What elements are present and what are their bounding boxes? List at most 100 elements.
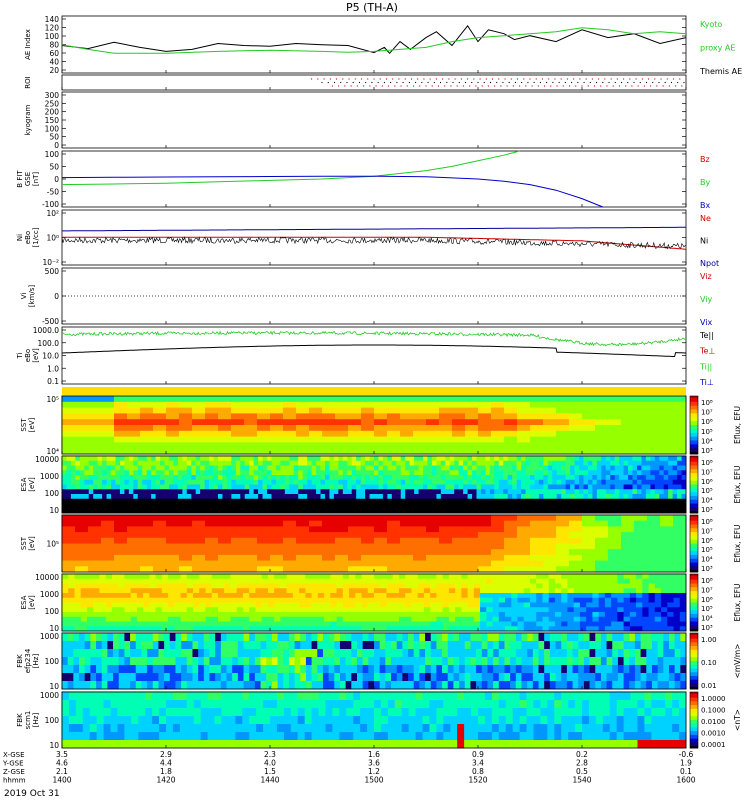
spectrogram-cell [244, 566, 257, 572]
spectrogram-cell [655, 603, 662, 608]
spectrogram-cell [530, 521, 543, 527]
spectrogram-cell [88, 538, 101, 544]
spectrogram-cell [107, 504, 112, 509]
spectrogram-cell [79, 673, 85, 681]
spectrogram-cell [254, 485, 259, 490]
spectrogram-cell [129, 461, 134, 466]
spectrogram-cell [68, 649, 74, 657]
spectrogram-cell [238, 657, 244, 665]
spectrogram-cell [401, 499, 406, 504]
y-tick-label: 50 [49, 163, 59, 172]
spectrogram-cell [521, 475, 526, 480]
spectrogram-cell [524, 612, 531, 617]
spectrogram-cell [439, 431, 452, 437]
spectrogram-cell [271, 461, 276, 466]
spectrogram-cell [374, 588, 381, 593]
spectrogram-cell [156, 593, 163, 598]
spectrogram-cell [365, 485, 370, 490]
spectrogram-cell [71, 461, 76, 466]
spectrogram-cell [380, 657, 386, 665]
spectrogram-cell [296, 566, 309, 572]
spectrogram-cell [588, 456, 593, 461]
spectrogram-cell [283, 437, 296, 443]
spectrogram-cell [450, 494, 455, 499]
spectrogram-cell [182, 504, 187, 509]
spectrogram-cell [569, 561, 582, 567]
spectrogram-cell [543, 475, 548, 480]
roi-point [494, 85, 495, 86]
spectrogram-cell [168, 617, 175, 622]
spectrogram-cell [87, 593, 94, 598]
spectrogram-cell [419, 681, 425, 689]
spectrogram-cell [555, 593, 562, 598]
spectrogram-cell [160, 456, 165, 461]
spectrogram-cell [244, 633, 250, 641]
spectrogram-cell [599, 612, 606, 617]
spectrogram-cell [601, 456, 606, 461]
spectrogram-cell [312, 504, 317, 509]
spectrogram-cell [334, 461, 339, 466]
spectrogram-cell [621, 532, 634, 538]
spectrogram-cell [521, 456, 526, 461]
spectrogram-cell [129, 466, 134, 471]
spectrogram-cell [87, 584, 94, 589]
spectrogram-cell [254, 480, 259, 485]
spectrogram-cell [667, 622, 674, 627]
spectrogram-cell [114, 538, 127, 544]
y-axis-label: [eV] [28, 477, 36, 492]
spectrogram-cell [436, 598, 443, 603]
spectrogram-cell [73, 665, 79, 673]
spectrogram-cell [635, 665, 641, 673]
spectrogram-cell [293, 584, 300, 589]
spectrogram-cell [504, 442, 517, 448]
spectrogram-cell [445, 489, 450, 494]
spectrogram-cell [237, 598, 244, 603]
spectrogram-cell [321, 461, 326, 466]
spectrogram-cell [552, 485, 557, 490]
spectrogram-cell [124, 461, 129, 466]
spectrogram-cell [93, 607, 100, 612]
spectrogram-cell [143, 612, 150, 617]
spectrogram-cell [343, 593, 350, 598]
spectrogram-cell [231, 521, 244, 527]
spectrogram-cell [527, 681, 533, 689]
spectrogram-cell [605, 579, 612, 584]
spectrogram-cell [192, 657, 198, 665]
spectrogram-cell [423, 485, 428, 490]
spectrogram-cell [530, 442, 543, 448]
spectrogram-cell [244, 649, 250, 657]
spectrogram-cell [401, 485, 406, 490]
spectrogram-cell [566, 470, 571, 475]
spectrogram-cell [400, 442, 413, 448]
spectrogram-cell [637, 485, 642, 490]
spectrogram-cell [179, 425, 192, 431]
roi-point [633, 82, 634, 83]
spectrogram-cell [578, 657, 584, 665]
spectrogram-cell [90, 681, 96, 689]
spectrogram-cell [348, 561, 361, 567]
spectrogram-cell [517, 461, 522, 466]
spectrogram-cell [187, 499, 192, 504]
spectrogram-cell [307, 485, 312, 490]
spectrogram-cell [115, 461, 120, 466]
spectrogram-cell [261, 681, 267, 689]
spectrogram-cell [387, 442, 400, 448]
spectrogram-cell [436, 489, 441, 494]
spectrogram-cell [517, 425, 530, 431]
spectrogram-cell [287, 593, 294, 598]
spectrogram-cell [465, 549, 478, 555]
spectrogram-cell [175, 673, 181, 681]
spectrogram-cell [674, 579, 681, 584]
spectrogram-cell [196, 466, 201, 471]
spectrogram-cell [280, 466, 285, 471]
spectrogram-cell [574, 622, 581, 627]
roi-point [575, 85, 576, 86]
spectrogram-cell [677, 461, 682, 466]
spectrogram-cell [307, 456, 312, 461]
spectrogram-cell [267, 461, 272, 466]
spectrogram-cell [232, 681, 238, 689]
spectrogram-cell [655, 574, 662, 579]
spectrogram-cell [338, 494, 343, 499]
spectrogram-cell [124, 574, 131, 579]
